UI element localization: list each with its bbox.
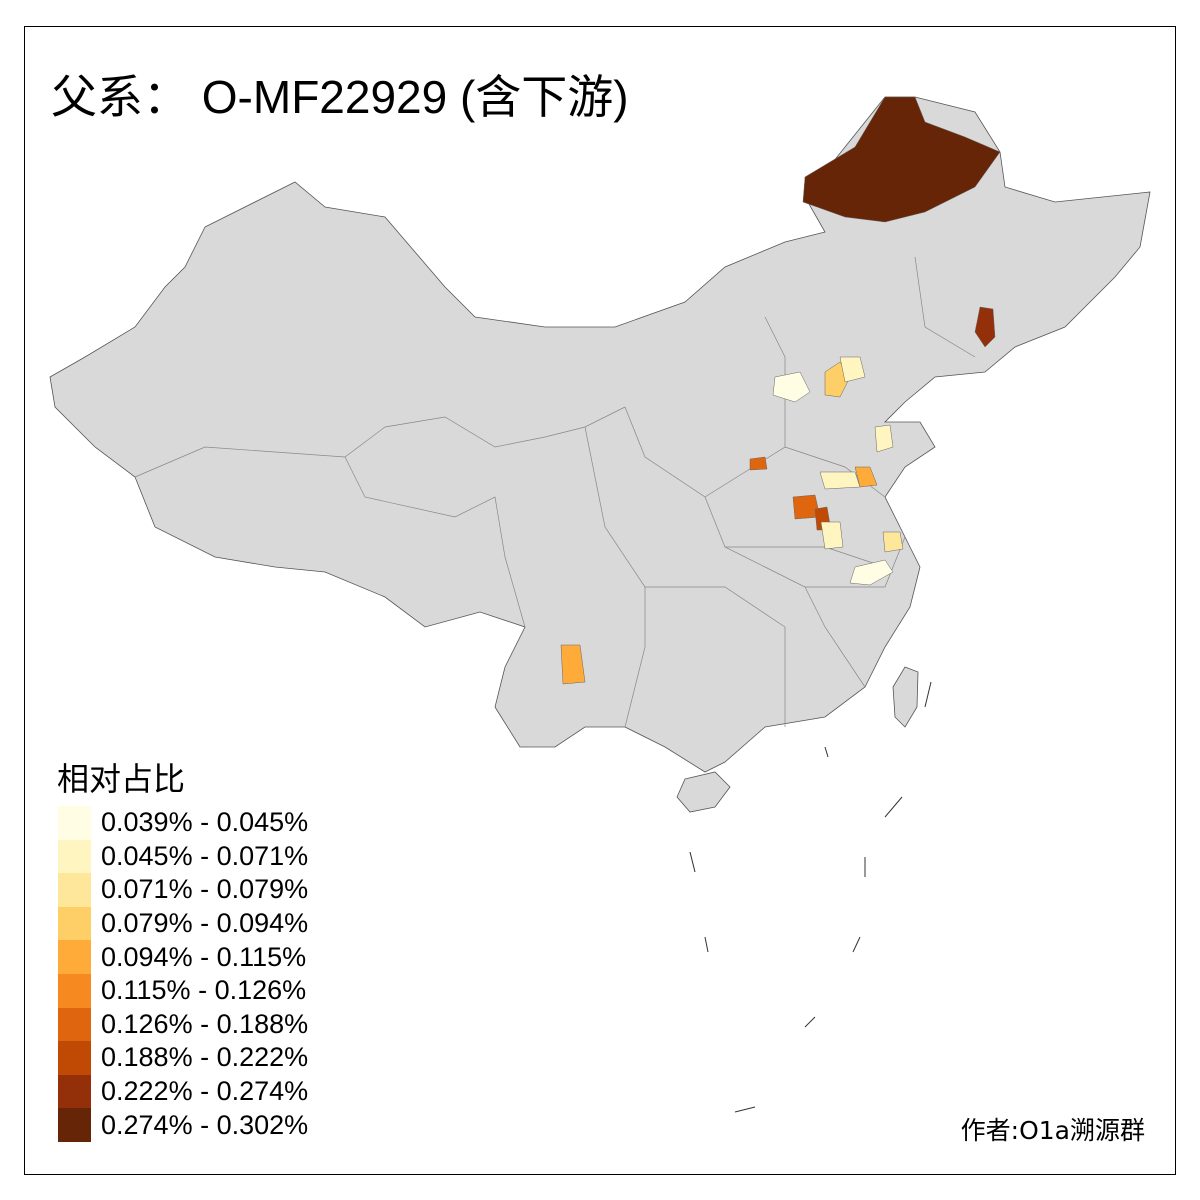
south-china-sea-islands: [689, 681, 932, 1113]
legend-swatch: [58, 1074, 91, 1109]
legend: 0.039% - 0.045% 0.045% - 0.071% 0.071% -…: [58, 806, 308, 1142]
highlighted-region: [874, 424, 894, 453]
legend-item: 0.094% - 0.115%: [58, 940, 308, 974]
legend-item: 0.071% - 0.079%: [58, 873, 308, 907]
legend-label: 0.274% - 0.302%: [101, 1109, 309, 1140]
map-frame: 父系： O-MF22929 (含下游) 相对占比 0.039% - 0.045%…: [24, 26, 1176, 1175]
highlighted-region: [839, 356, 866, 383]
highlighted-region: [882, 531, 904, 553]
highlighted-region: [772, 371, 811, 403]
author-credit: 作者:O1a溯源群: [960, 1116, 1145, 1145]
highlighted-region: [802, 96, 1001, 223]
legend-swatch: [58, 1041, 91, 1075]
hainan-region: [676, 771, 731, 813]
legend-item: 0.274% - 0.302%: [58, 1108, 308, 1142]
legend-label: 0.079% - 0.094%: [101, 908, 309, 939]
legend-item: 0.188% - 0.222%: [58, 1041, 308, 1075]
mainland-region: [49, 96, 1151, 773]
legend-swatch: [58, 973, 91, 1008]
province-borders: [134, 256, 976, 728]
highlighted-region: [560, 644, 586, 685]
highlighted-region: [974, 306, 996, 348]
legend-item: 0.079% - 0.094%: [58, 906, 309, 941]
legend-item: 0.222% - 0.274%: [58, 1074, 309, 1109]
legend-swatch: [58, 1007, 91, 1042]
legend-label: 0.115% - 0.126%: [101, 975, 307, 1006]
legend-label: 0.045% - 0.071%: [101, 840, 309, 871]
legend-label: 0.094% - 0.115%: [101, 941, 307, 972]
legend-label: 0.188% - 0.222%: [101, 1042, 309, 1073]
legend-swatch: [58, 873, 91, 907]
highlighted-region: [820, 521, 844, 550]
highlighted-region: [749, 456, 768, 471]
legend-item: 0.039% - 0.045%: [58, 806, 308, 840]
legend-label: 0.071% - 0.079%: [101, 874, 309, 905]
legend-swatch: [58, 940, 91, 974]
legend-swatch: [58, 1108, 91, 1142]
legend-title: 相对占比: [57, 760, 186, 798]
legend-label: 0.039% - 0.045%: [101, 807, 309, 838]
legend-swatch: [58, 806, 91, 840]
legend-item: 0.115% - 0.126%: [58, 973, 308, 1008]
legend-item: 0.126% - 0.188%: [58, 1007, 309, 1042]
legend-label: 0.222% - 0.274%: [101, 1076, 309, 1107]
highlighted-region: [854, 466, 878, 488]
legend-item: 0.045% - 0.071%: [58, 839, 309, 874]
legend-label: 0.126% - 0.188%: [101, 1008, 309, 1039]
legend-swatch: [58, 906, 91, 941]
china-map: [49, 96, 1151, 1113]
legend-swatch: [58, 839, 91, 874]
map-title: 父系： O-MF22929 (含下游): [51, 71, 629, 123]
highlighted-region: [849, 559, 894, 586]
taiwan-region: [892, 666, 919, 728]
highlighted-region: [819, 471, 861, 490]
